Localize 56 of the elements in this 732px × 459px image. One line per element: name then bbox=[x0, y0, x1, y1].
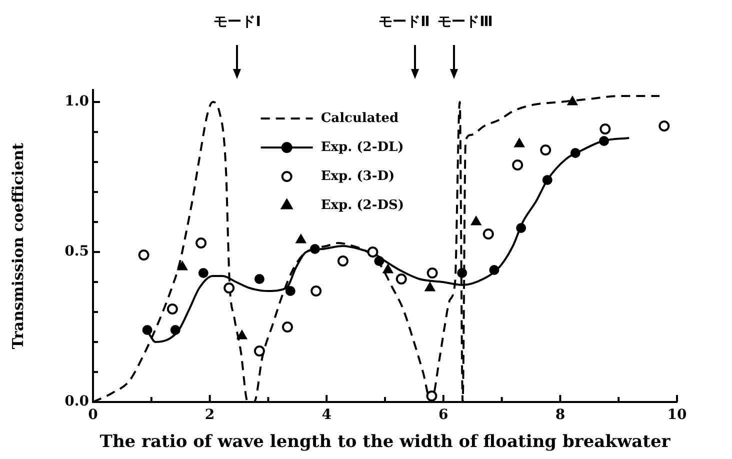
x-tick-label: 8 bbox=[555, 407, 566, 424]
x-tick-label: 2 bbox=[204, 407, 215, 424]
point bbox=[514, 138, 525, 148]
point bbox=[374, 256, 384, 266]
point bbox=[570, 148, 580, 158]
y-tick-label: 1.0 bbox=[64, 94, 90, 110]
point bbox=[177, 261, 188, 270]
point bbox=[424, 282, 436, 292]
point bbox=[138, 250, 150, 260]
point bbox=[198, 268, 208, 278]
point bbox=[310, 286, 322, 296]
point bbox=[196, 238, 207, 248]
point bbox=[470, 216, 482, 226]
point bbox=[540, 144, 552, 156]
point bbox=[542, 175, 552, 185]
y-tick-label: 0.5 bbox=[64, 244, 89, 260]
x-tick-label: 6 bbox=[438, 407, 448, 424]
y-tick-label: 0.0 bbox=[64, 394, 90, 410]
legend-label: Exp. (3-D) bbox=[320, 168, 395, 184]
point bbox=[310, 244, 320, 254]
point bbox=[254, 274, 264, 284]
x-tick-label: 0 bbox=[88, 407, 98, 424]
point bbox=[170, 325, 180, 335]
point bbox=[337, 256, 348, 266]
x-axis-title: The ratio of wave length to the width of floating breakwater bbox=[100, 432, 672, 452]
legend-label: Calculated bbox=[320, 110, 399, 126]
point bbox=[516, 223, 526, 233]
x-tick-label: 4 bbox=[322, 407, 332, 424]
point bbox=[600, 124, 611, 134]
point bbox=[426, 390, 438, 402]
point bbox=[236, 330, 248, 340]
point bbox=[489, 265, 500, 275]
x-tick-label: 10 bbox=[667, 407, 687, 424]
point bbox=[658, 120, 670, 132]
point bbox=[224, 282, 235, 294]
point bbox=[142, 325, 152, 335]
point bbox=[512, 160, 524, 170]
point bbox=[282, 322, 293, 332]
point bbox=[382, 264, 394, 274]
text: モードⅠ bbox=[214, 14, 261, 30]
point bbox=[457, 268, 468, 278]
point bbox=[166, 304, 178, 314]
text: モードⅢ bbox=[438, 14, 493, 30]
point bbox=[367, 246, 378, 258]
legend-label: Exp. (2-DS) bbox=[320, 198, 404, 213]
point bbox=[396, 274, 407, 284]
point bbox=[296, 234, 306, 244]
point bbox=[567, 96, 578, 106]
legend-label: Exp. (2-DL) bbox=[320, 140, 404, 155]
y-axis-title: Transmission coefficient bbox=[8, 142, 27, 350]
point bbox=[426, 268, 438, 278]
text: モードⅡ bbox=[378, 14, 430, 30]
point bbox=[599, 136, 609, 146]
point bbox=[254, 346, 265, 356]
point bbox=[285, 286, 296, 296]
point bbox=[482, 228, 494, 240]
